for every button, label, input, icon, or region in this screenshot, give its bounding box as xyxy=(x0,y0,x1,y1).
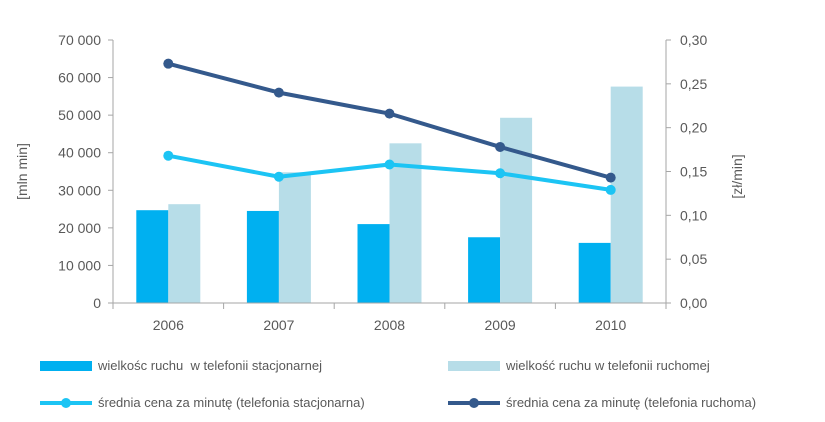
y-tick-label-6: 60 000 xyxy=(58,70,101,86)
x-tick-label-2006: 2006 xyxy=(153,317,184,333)
y-tick-label-2: 20 000 xyxy=(58,220,101,236)
y2-tick-label-4: 0,20 xyxy=(680,120,707,136)
bar-stacjonarna-2009 xyxy=(468,237,501,303)
y2-tick-label-0: 0,00 xyxy=(680,295,707,311)
y2-tick-label-3: 0,15 xyxy=(680,164,707,180)
bar-ruchoma-2007 xyxy=(278,172,311,303)
point-stacjonarna-2006 xyxy=(163,150,174,161)
point-ruchoma-2009 xyxy=(495,141,506,152)
y-tick-label-4: 40 000 xyxy=(58,145,101,161)
x-tick-label-2010: 2010 xyxy=(595,317,626,333)
y-tick-label-5: 50 000 xyxy=(58,107,101,123)
y2-tick-label-2: 0,10 xyxy=(680,207,707,223)
point-stacjonarna-2009 xyxy=(495,168,506,179)
point-stacjonarna-2008 xyxy=(384,159,395,170)
bar-stacjonarna-2010 xyxy=(578,242,611,303)
point-stacjonarna-2007 xyxy=(273,171,284,182)
y2-tick-label-6: 0,30 xyxy=(680,32,707,48)
y-axis-title: [mln min] xyxy=(14,143,30,200)
x-tick-label-2007: 2007 xyxy=(263,317,294,333)
y-tick-label-0: 0 xyxy=(93,295,101,311)
bar-stacjonarna-2007 xyxy=(246,210,279,303)
point-ruchoma-2010 xyxy=(605,172,616,183)
x-tick-label-2009: 2009 xyxy=(485,317,516,333)
x-tick-label-2008: 2008 xyxy=(374,317,405,333)
y2-axis-title: [zł/min] xyxy=(729,154,745,198)
point-ruchoma-2007 xyxy=(273,87,284,98)
point-stacjonarna-2010 xyxy=(605,184,616,195)
y2-tick-label-1: 0,05 xyxy=(680,251,707,267)
y2-tick-label-5: 0,25 xyxy=(680,76,707,92)
bar-stacjonarna-2008 xyxy=(357,224,390,303)
bar-ruchoma-2006 xyxy=(168,204,201,303)
y-tick-label-3: 30 000 xyxy=(58,182,101,198)
bar-ruchoma-2008 xyxy=(389,143,422,303)
point-ruchoma-2006 xyxy=(163,58,174,69)
y-tick-label-1: 10 000 xyxy=(58,257,101,273)
y-tick-label-7: 70 000 xyxy=(58,32,101,48)
point-ruchoma-2008 xyxy=(384,108,395,119)
bar-stacjonarna-2006 xyxy=(136,210,169,303)
bar-ruchoma-2010 xyxy=(610,86,643,304)
